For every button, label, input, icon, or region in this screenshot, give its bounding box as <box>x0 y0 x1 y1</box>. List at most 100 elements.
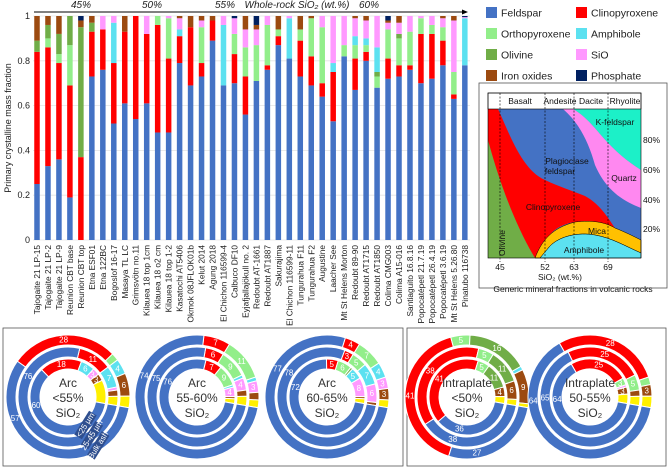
x-tick-label: Etna 122BC <box>98 245 108 290</box>
bar-segment-sio <box>242 29 249 48</box>
donut-segment-iron_oxides <box>236 389 248 397</box>
bar-segment-sio <box>385 22 391 30</box>
bar-segment-iron_oxides <box>297 16 304 30</box>
bar-18 <box>220 16 227 240</box>
segment-value-label: 6 <box>340 363 345 372</box>
segment-value-label: 64 <box>529 397 538 406</box>
bar-segment-amphibole <box>176 29 183 37</box>
bar-segment-sio <box>429 16 435 25</box>
bar-segment-sio <box>396 22 402 34</box>
donut-segment-feldspar <box>146 346 247 448</box>
olivine-region <box>488 140 535 258</box>
bar-segment-iron_oxides <box>34 16 40 41</box>
amphibole-region <box>539 233 642 259</box>
segment-value-label: 3 <box>380 379 385 388</box>
donut-segment-feldspar <box>539 351 640 448</box>
bar-segment-amphibole <box>330 63 336 72</box>
bar-segment-feldspar <box>100 69 106 240</box>
inset-xtick-45: 45 <box>495 262 505 272</box>
segment-value-label: 41 <box>406 392 415 401</box>
bar-segment-feldspar <box>308 85 314 240</box>
donut-title-line: <50% <box>451 391 482 405</box>
bar-25 <box>297 16 304 240</box>
bar-segment-olivine <box>78 27 84 158</box>
inset-ytick-40: 40% <box>643 195 660 205</box>
segment-value-label: 64 <box>553 395 562 404</box>
bar-segment-clinopyroxene <box>209 20 216 41</box>
inset-ytick-60: 60% <box>643 165 660 175</box>
x-tick-label: Redoubt AT1850 <box>372 245 382 307</box>
bar-segment-iron_oxides <box>451 16 457 21</box>
segment-value-label: 6 <box>211 350 216 359</box>
bar-39 <box>451 16 457 240</box>
segment-value-label: 57 <box>11 414 20 423</box>
x-tick-label: Mt St Helens 5.26.80 <box>449 245 459 323</box>
bar-segment-iron_oxides <box>308 16 314 19</box>
x-tick-label: Etna ESF01 <box>87 245 97 290</box>
bar-segment-iron_oxides <box>396 16 402 23</box>
ring-25-45um: 11 7 76 <box>17 346 119 448</box>
bar-segment-iron_oxides <box>363 16 369 21</box>
bar-31 <box>363 16 369 240</box>
bar-segment-orthopyroxene <box>319 27 325 84</box>
bar-segment-clinopyroxene <box>78 157 84 240</box>
segment-value-label: 65 <box>541 394 550 403</box>
segment-value-label: 3 <box>620 387 625 396</box>
bar-segment-feldspar <box>34 184 40 240</box>
bar-5 <box>78 16 84 240</box>
bar-segment-amphibole <box>220 24 227 86</box>
x-tick-label: Redoubt 89-90 <box>350 245 360 300</box>
quartz-region <box>563 109 641 208</box>
bar-segment-feldspar <box>187 85 194 240</box>
legend-label: Iron oxides <box>501 71 552 83</box>
segment-value-label: 8 <box>357 384 362 393</box>
bar-segment-olivine <box>67 16 73 46</box>
inset-xtick-63: 63 <box>569 262 579 272</box>
bar-segment-iron_oxides <box>198 16 205 21</box>
segment-value-label: 11 <box>237 357 246 366</box>
bar-21 <box>253 16 260 241</box>
donut-title-line: SiO₂ <box>315 406 340 420</box>
bar-segment-orthopyroxene <box>67 45 73 86</box>
bar-segment-clinopyroxene <box>396 65 402 77</box>
donut-segment-feldspar <box>527 342 652 460</box>
bar-segment-iron_oxides <box>385 20 391 23</box>
bar-segment-sio <box>374 16 380 48</box>
bar-segment-phosphate <box>78 16 84 21</box>
donut-4: 415114363851163841516927Intraplate<50%Si… <box>404 334 530 460</box>
bar-segment-olivine <box>56 33 62 55</box>
bar-segment-feldspar <box>407 69 413 240</box>
legend-swatch <box>576 28 587 39</box>
bar-segment-orthopyroxene <box>154 16 161 25</box>
bar-segment-iron_oxides <box>176 16 183 19</box>
bar-segment-feldspar <box>165 132 172 240</box>
bar-segment-amphibole <box>374 47 380 72</box>
legend-label: Phosphate <box>591 71 641 83</box>
bar-segment-clinopyroxene <box>165 58 172 133</box>
bar-36 <box>418 16 424 240</box>
bar-segment-feldspar <box>45 166 51 240</box>
x-tick-label: Kilauea 18 o2 cm <box>153 245 163 309</box>
legend-swatch <box>576 7 587 18</box>
segment-value-label: 38 <box>448 435 457 444</box>
bar-segment-orthopyroxene <box>198 27 205 64</box>
bar-segment-clinopyroxene <box>385 58 391 79</box>
segment-value-label: 36 <box>455 425 464 434</box>
region-label-clinopyroxene: Clinopyroxene <box>526 202 581 212</box>
bar-segment-feldspar <box>451 98 457 240</box>
x-tick-label: Tajogaite 21 LP-9 <box>54 245 64 310</box>
bar-38 <box>440 16 446 240</box>
bar-segment-feldspar <box>297 76 304 240</box>
segment-value-label: 5 <box>479 363 484 372</box>
silica-mark-55: 55% <box>215 0 235 11</box>
bar-segment-feldspar <box>396 76 402 240</box>
bar-segment-sio <box>330 16 336 64</box>
bar-segment-olivine <box>34 40 40 52</box>
inset-ytick-80: 80% <box>643 135 660 145</box>
y-axis-ticks: 0 0.2 0.4 0.6 0.8 1 <box>17 11 30 245</box>
